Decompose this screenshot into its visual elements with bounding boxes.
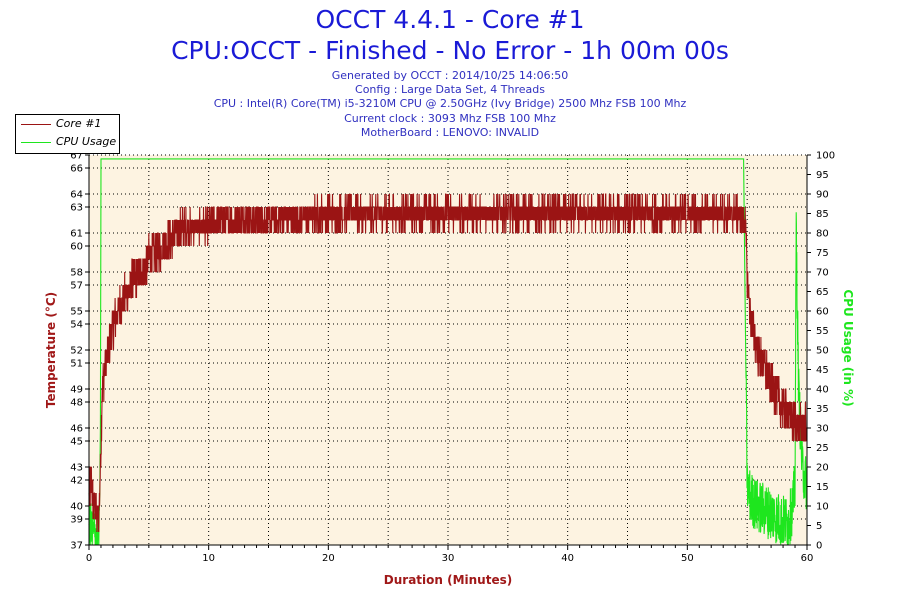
info-motherboard: MotherBoard : LENOVO: INVALID [360, 125, 540, 139]
y2-tick-label: 65 [816, 287, 829, 298]
y2-tick-label: 80 [816, 229, 829, 240]
legend-label-cpu-usage: CPU Usage [56, 135, 117, 148]
y-tick-label: 58 [70, 268, 83, 279]
y2-tick-label: 10 [816, 502, 829, 513]
legend-item-cpu-usage: CPU Usage [16, 133, 119, 151]
series-core-1 [88, 193, 808, 533]
y2-axis-label: CPU Usage (in %) [841, 289, 855, 406]
y2-tick-label: 35 [816, 404, 829, 415]
y-tick-label: 60 [70, 242, 83, 253]
y2-tick-label: 75 [816, 248, 829, 259]
y2-tick-label: 40 [816, 385, 829, 396]
info-block: Generated by OCCT : 2014/10/25 14:06:50 … [0, 69, 900, 140]
y2-tick-label: 45 [816, 365, 829, 376]
x-tick-label: 50 [681, 553, 694, 564]
y-tick-label: 66 [70, 164, 83, 175]
y2-tick-label: 85 [816, 209, 829, 220]
y-tick-label: 51 [70, 359, 83, 370]
legend-item-core-1: Core #1 [16, 115, 119, 133]
y-tick-label: 55 [70, 307, 83, 318]
y-tick-label: 46 [70, 424, 83, 435]
legend-label-core-1: Core #1 [56, 117, 102, 130]
y2-tick-label: 90 [816, 190, 829, 201]
y2-tick-label: 25 [816, 443, 829, 454]
series-cpu-usage [88, 158, 808, 546]
y-tick-label: 39 [70, 515, 83, 526]
legend-swatch-core-1 [21, 124, 51, 125]
x-axis-ticks: 0 10 20 30 40 50 60 [86, 545, 814, 564]
y-tick-label: 57 [70, 281, 83, 292]
legend-swatch-cpu-usage [21, 142, 51, 143]
y2-tick-label: 20 [816, 463, 829, 474]
legend: Core #1 CPU Usage [15, 114, 120, 154]
y-tick-label: 64 [70, 190, 83, 201]
y-tick-label: 67 [70, 151, 83, 162]
line-core-1 [88, 193, 808, 533]
y2-tick-label: 60 [816, 307, 829, 318]
y-tick-label: 54 [70, 320, 83, 331]
y2-tick-label: 0 [816, 541, 822, 552]
chart-title: OCCT 4.4.1 - Core #1 [315, 5, 585, 34]
info-cpu: CPU : Intel(R) Core(TM) i5-3210M CPU @ 2… [213, 97, 687, 111]
y-axis-label: Temperature (°C) [44, 292, 58, 408]
y2-axis-ticks: 0 5 10 15 20 25 30 35 40 45 50 55 60 65 70 75 80 85 90 95 10… [807, 151, 835, 552]
y-tick-label: 49 [70, 385, 83, 396]
y2-tick-label: 70 [816, 268, 829, 279]
y-tick-label: 48 [70, 398, 83, 409]
y2-tick-label: 100 [816, 151, 835, 162]
y-tick-label: 45 [70, 437, 83, 448]
y2-tick-label: 15 [816, 482, 829, 493]
x-tick-label: 40 [561, 553, 574, 564]
info-generated: Generated by OCCT : 2014/10/25 14:06:50 [331, 69, 569, 82]
line-cpu-usage [88, 158, 808, 546]
y-tick-label: 43 [70, 463, 83, 474]
y-tick-label: 42 [70, 476, 83, 487]
y2-tick-label: 55 [816, 326, 829, 337]
y-tick-label: 61 [70, 229, 83, 240]
x-axis-label: Duration (Minutes) [384, 573, 512, 587]
x-tick-label: 10 [202, 553, 215, 564]
info-config: Config : Large Data Set, 4 Threads [355, 83, 545, 97]
x-tick-label: 60 [801, 553, 814, 564]
y-tick-label: 52 [70, 346, 83, 357]
y2-tick-label: 5 [816, 521, 822, 532]
y2-tick-label: 95 [816, 170, 829, 181]
y2-tick-label: 30 [816, 424, 829, 435]
x-tick-label: 30 [442, 553, 455, 564]
y-tick-label: 63 [70, 203, 83, 214]
chart-subtitle: CPU:OCCT - Finished - No Error - 1h 00m … [171, 36, 729, 65]
y2-tick-label: 50 [816, 346, 829, 357]
y-tick-label: 40 [70, 502, 83, 513]
info-clock: Current clock : 3093 Mhz FSB 100 Mhz [344, 111, 556, 125]
y-tick-label: 37 [70, 541, 83, 552]
x-tick-label: 20 [322, 553, 335, 564]
y-axis-ticks: 37 39 40 42 43 45 46 48 49 51 52 54 55 57 58 60 61 63 64 66… [70, 151, 89, 552]
x-tick-label: 0 [86, 553, 92, 564]
